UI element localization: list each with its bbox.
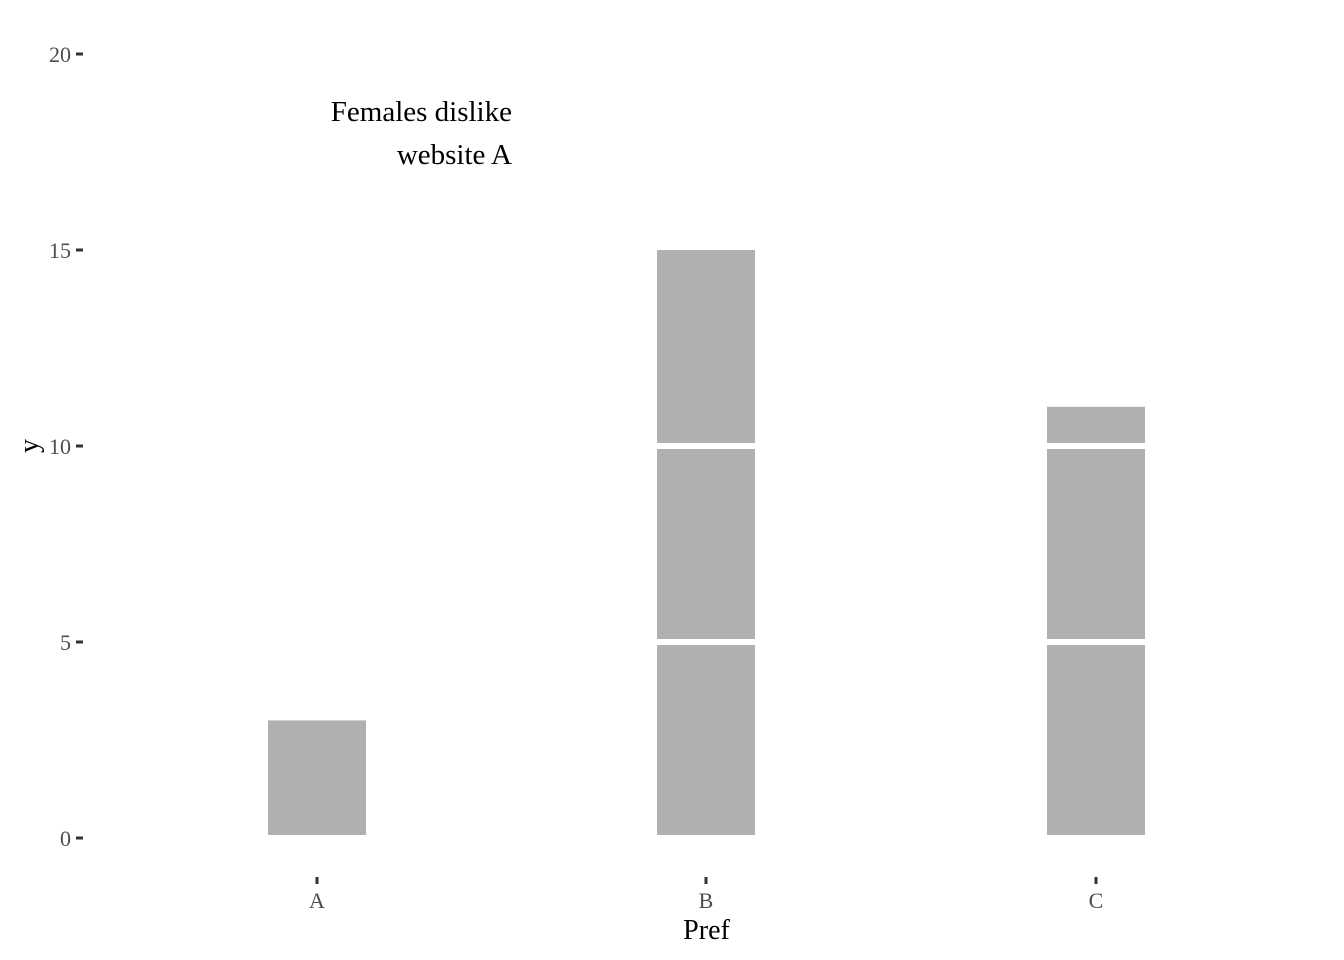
y-tick-label: 20	[49, 42, 71, 67]
bar-B	[657, 250, 755, 835]
y-tick-label: 15	[49, 238, 71, 263]
y-axis-title: y	[14, 439, 45, 453]
y-tick-label: 5	[60, 630, 71, 655]
x-tick-label: B	[699, 888, 714, 913]
bar-A	[268, 720, 366, 835]
annotation-line: website A	[397, 139, 512, 171]
bar-segment-separator	[657, 443, 755, 449]
x-axis-title: Pref	[683, 915, 730, 946]
y-tick-label: 0	[60, 826, 71, 851]
bar-segment-separator	[1047, 443, 1145, 449]
y-tick-label: 10	[49, 434, 71, 459]
bars	[268, 250, 1145, 835]
bar-C	[1047, 406, 1145, 835]
x-axis: A B C	[309, 877, 1103, 913]
x-tick-label: C	[1089, 888, 1104, 913]
x-tick-label: A	[309, 888, 325, 913]
bar-segment-separator	[1047, 639, 1145, 645]
bar-segment-separator	[657, 639, 755, 645]
annotation-line: Females dislike	[331, 96, 512, 128]
y-axis: 0 5 10 15 20	[49, 42, 83, 851]
annotation: Females dislike website A	[331, 96, 512, 171]
